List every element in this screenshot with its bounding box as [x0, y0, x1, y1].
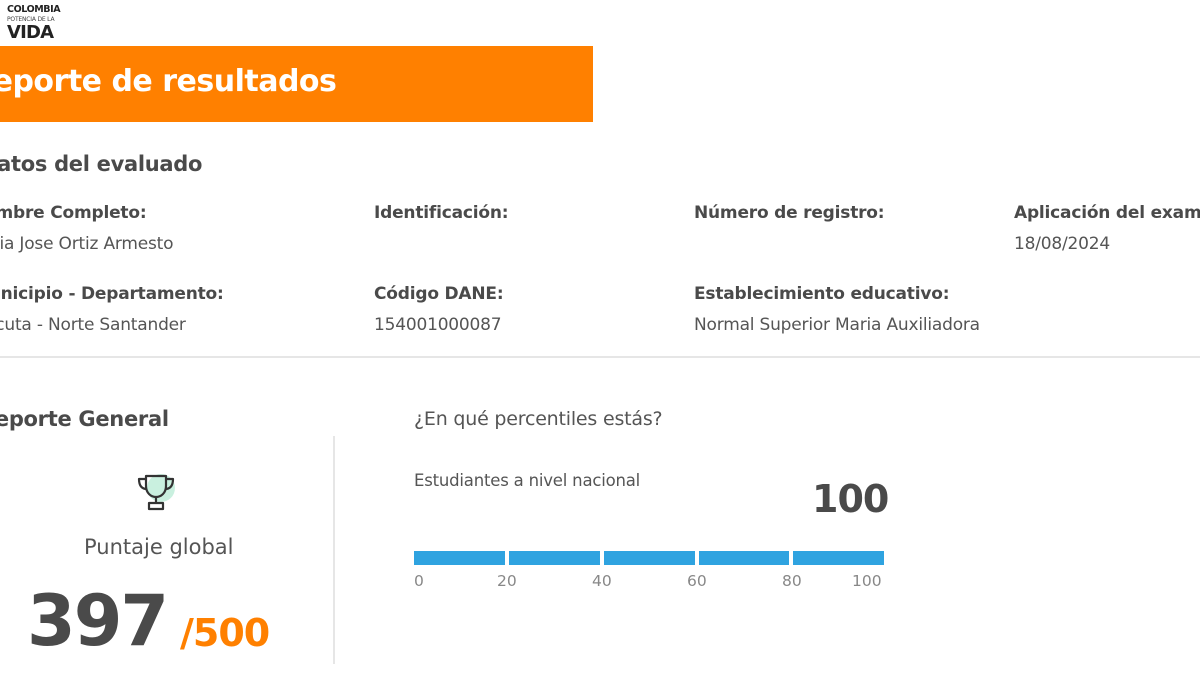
establecimiento-label: Establecimiento educativo: — [694, 284, 950, 304]
percentile-value: 100 — [812, 477, 889, 521]
nivel-nacional-label: Estudiantes a nivel nacional — [414, 471, 641, 490]
page-title: Reporte de resultados — [0, 64, 337, 99]
dane-value: 154001000087 — [374, 315, 502, 335]
percentile-tick: 40 — [592, 572, 612, 590]
section-divider — [0, 356, 1200, 358]
puntaje-global-label: Puntaje global — [84, 535, 234, 559]
vertical-divider — [333, 436, 335, 664]
percentile-bar — [414, 551, 884, 565]
aplicacion-label: Aplicación del examen: — [1014, 203, 1200, 223]
municipio-value: Cucuta - Norte Santander — [0, 315, 186, 335]
score-max: /500 — [180, 611, 270, 655]
trophy-icon — [137, 474, 175, 511]
logo-line-3: VIDA — [7, 22, 54, 43]
percentile-bar-segment — [509, 551, 600, 565]
percentile-tick: 100 — [852, 572, 882, 590]
score-value: 397 — [27, 580, 169, 662]
nombre-label: Nombre Completo: — [0, 203, 147, 223]
logo-line-1: COLOMBIA — [7, 4, 61, 15]
logo-line-2: POTENCIA DE LA — [7, 16, 55, 23]
colombia-logo: COLOMBIA POTENCIA DE LA VIDA — [7, 4, 69, 44]
header-banner: Reporte de resultados — [0, 46, 593, 122]
municipio-label: Municipio - Departamento: — [0, 284, 224, 304]
dane-label: Código DANE: — [374, 284, 504, 304]
percentile-bar-segment — [793, 551, 884, 565]
percentile-tick: 80 — [782, 572, 802, 590]
percentile-bar-segment — [699, 551, 789, 565]
percentile-bar-segment — [604, 551, 695, 565]
evaluado-section-title: Datos del evaluado — [0, 152, 203, 176]
percentile-tick: 60 — [687, 572, 707, 590]
percentile-tick: 20 — [497, 572, 517, 590]
establecimiento-value: Normal Superior Maria Auxiliadora — [694, 315, 980, 335]
identificacion-label: Identificación: — [374, 203, 509, 223]
percentiles-question: ¿En qué percentiles estás? — [414, 408, 663, 430]
registro-label: Número de registro: — [694, 203, 885, 223]
percentile-bar-segment — [414, 551, 505, 565]
aplicacion-value: 18/08/2024 — [1014, 234, 1110, 254]
reporte-general-title: Reporte General — [0, 407, 169, 431]
nombre-value: Maria Jose Ortiz Armesto — [0, 234, 174, 254]
percentile-tick: 0 — [414, 572, 424, 590]
